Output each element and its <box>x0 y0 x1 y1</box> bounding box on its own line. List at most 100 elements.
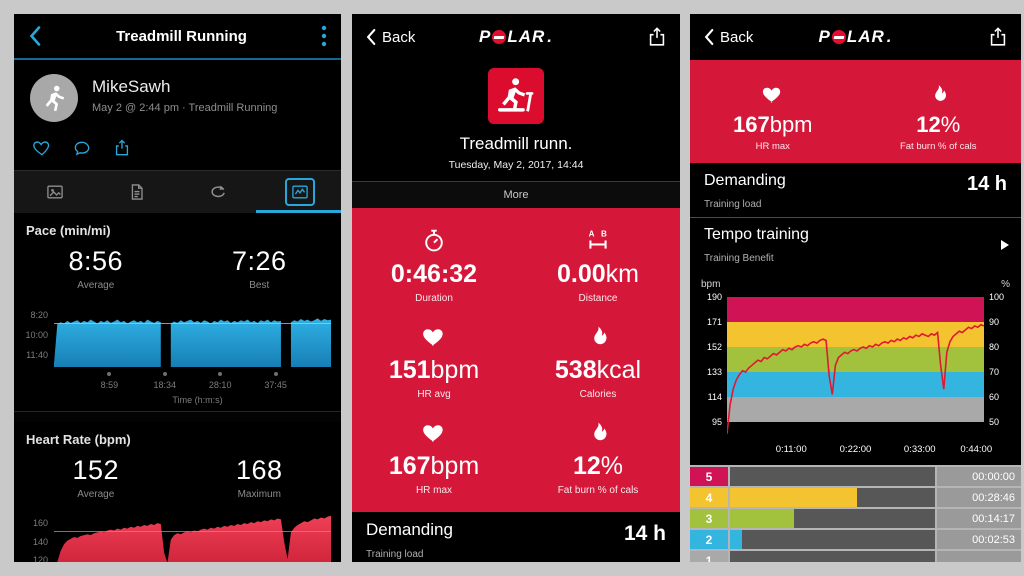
back-button[interactable]: Back <box>364 28 415 46</box>
zone-row-2: 2 00:02:53 <box>690 530 1021 549</box>
polar-logo: P LAR. <box>818 27 893 46</box>
pace-card: Pace (min/mi) 8:56 Average 7:26 Best 8:2… <box>14 213 341 405</box>
flame-icon <box>934 85 946 101</box>
session-hero: Treadmill runn. Tuesday, May 2, 2017, 14… <box>352 60 680 171</box>
stopwatch-icon <box>425 229 443 252</box>
back-chevron-icon <box>704 28 714 46</box>
right-axis-unit: % <box>1001 279 1010 290</box>
repeat-loop-icon <box>211 185 226 198</box>
hr-average: 152 Average <box>72 455 120 500</box>
hr-title: Heart Rate (bpm) <box>26 432 131 447</box>
back-chevron-icon <box>366 28 376 46</box>
share-icon[interactable] <box>987 26 1009 48</box>
polar-header: Back P LAR. <box>352 14 680 60</box>
user-name: MikeSawh <box>92 77 171 96</box>
zone-row-1: 1 <box>690 551 1021 562</box>
flame-icon <box>594 326 607 345</box>
garmin-header: Treadmill Running <box>14 14 341 60</box>
hr-average-line <box>54 530 331 532</box>
pace-best: 7:26 Best <box>231 246 287 291</box>
like-heart-icon[interactable] <box>32 138 52 158</box>
pace-average: 8:56 Average <box>68 246 124 291</box>
svg-text:A: A <box>589 230 595 239</box>
session-title: Treadmill runn. <box>459 134 573 153</box>
polar-logo-o <box>831 30 846 44</box>
hr-zone-bands <box>727 297 984 422</box>
zone-row-4: 4 00:28:46 <box>690 488 1021 507</box>
training-load-row[interactable]: Demanding Training load 14 h <box>352 512 680 562</box>
page-title: Treadmill Running <box>116 27 247 45</box>
session-date: Tuesday, May 2, 2017, 14:44 <box>448 159 584 171</box>
heart-icon <box>423 425 443 442</box>
tab-laps[interactable] <box>178 182 260 202</box>
polar-analysis-panel: Back P LAR. 167bpm HR max 12% Fat burn % … <box>690 14 1021 562</box>
activity-subtitle: May 2 @ 2:44 pm · Treadmill Running <box>92 102 278 114</box>
polar-logo: P LAR. <box>478 27 554 46</box>
back-chevron-icon[interactable] <box>24 25 46 47</box>
tab-photos[interactable] <box>14 182 96 202</box>
left-axis-unit: bpm <box>701 279 721 290</box>
flame-icon <box>594 422 607 441</box>
polar-header: Back P LAR. <box>690 14 1021 60</box>
share-icon[interactable] <box>646 26 668 48</box>
stat-hr-max: 167bpm HR max <box>690 72 856 154</box>
pace-y-axis: 8:20 10:00 11:40 <box>25 309 48 361</box>
heart-icon <box>423 329 443 346</box>
hr-zone-time-table: 5 00:00:00 4 00:28:46 3 00:14:17 2 00:02… <box>690 465 1021 562</box>
activity-tab-bar <box>14 170 341 213</box>
pace-area-chart <box>54 318 331 367</box>
chevron-right-icon <box>1001 239 1009 250</box>
hr-zones-chart: bpm % 190 171 152 133 114 95 100 90 80 70 60 50 0:… <box>690 271 1021 463</box>
document-icon <box>131 184 143 200</box>
percent-axis-labels: 100 90 80 70 60 50 <box>989 292 1005 427</box>
zone-row-5: 5 00:00:00 <box>690 467 1021 486</box>
pace-title: Pace (min/mi) <box>26 223 111 238</box>
stat-duration: 0:46:32 Duration <box>352 220 516 316</box>
more-button[interactable]: More <box>352 181 680 208</box>
training-load-row[interactable]: Demanding Training load 14 h <box>690 163 1021 218</box>
pace-x-axis: 8:59 18:34 28:10 37:45 <box>54 369 331 395</box>
overflow-menu-icon[interactable] <box>317 25 331 47</box>
stat-fat-burn: 12% Fat burn % of cals <box>856 72 1022 154</box>
garmin-activity-panel: Treadmill Running MikeSawh May 2 @ 2:44 … <box>14 14 341 562</box>
hr-stats-strip: 167bpm HR max 12% Fat burn % of cals <box>690 60 1021 163</box>
pace-chart: 8:20 10:00 11:40 <box>14 303 341 367</box>
social-actions <box>14 122 341 170</box>
avatar[interactable] <box>30 74 78 122</box>
hr-y-axis: 160140120100 <box>32 518 48 562</box>
stat-hr-max: 167bpm HR max <box>352 412 516 508</box>
zone-row-3: 3 00:14:17 <box>690 509 1021 528</box>
active-tab-underline <box>255 210 341 213</box>
treadmill-sport-icon <box>488 68 544 124</box>
activity-owner: MikeSawh May 2 @ 2:44 pm · Treadmill Run… <box>14 60 341 122</box>
svg-text:B: B <box>601 230 607 239</box>
hr-chart: 160140120100 <box>14 512 341 562</box>
runner-icon <box>45 85 65 111</box>
training-load-value: 14 h <box>623 522 666 545</box>
hr-line-chart <box>727 297 984 437</box>
pace-x-axis-title: Time (h:m:s) <box>172 395 223 405</box>
tab-charts-active[interactable] <box>259 178 341 206</box>
polar-logo-o <box>492 30 507 44</box>
hr-maximum: 168 Maximum <box>235 455 283 500</box>
tab-details[interactable] <box>96 182 178 202</box>
card-divider <box>14 411 341 422</box>
back-button[interactable]: Back <box>702 28 753 46</box>
photo-icon <box>47 185 63 199</box>
stat-hr-avg: 151bpm HR avg <box>352 316 516 412</box>
pace-average-line <box>54 322 331 324</box>
share-icon[interactable] <box>112 138 132 158</box>
time-axis-labels: 0:11:00 0:22:00 0:33:00 0:44:00 <box>775 444 993 455</box>
stat-calories: 538kcal Calories <box>516 316 680 412</box>
stat-fat-burn: 12% Fat burn % of cals <box>516 412 680 508</box>
heart-rate-card: Heart Rate (bpm) 152 Average 168 Maximum… <box>14 422 341 562</box>
heart-icon <box>763 87 781 103</box>
comment-icon[interactable] <box>72 138 92 158</box>
polar-summary-panel: Back P LAR. Treadmill runn. Tuesday, May … <box>352 14 680 562</box>
hr-area-chart <box>57 515 331 562</box>
training-benefit-row[interactable]: Tempo training Training Benefit <box>690 218 1021 271</box>
